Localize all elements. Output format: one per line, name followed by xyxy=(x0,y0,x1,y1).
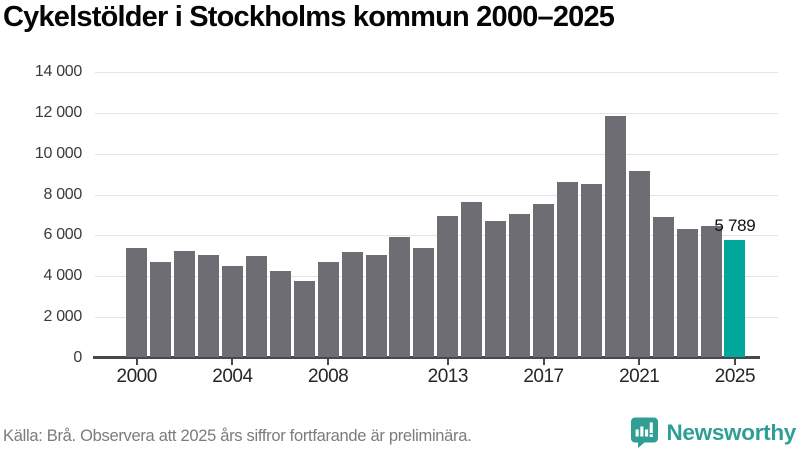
bar-2023 xyxy=(676,229,698,357)
x-axis-line xyxy=(93,356,760,359)
y-axis-tick-label: 10 000 xyxy=(34,144,82,162)
bar-2015 xyxy=(485,221,507,357)
bar-2007 xyxy=(293,281,315,357)
bar-2002 xyxy=(174,250,196,357)
x-axis-tick xyxy=(327,358,330,365)
x-axis-tick-label: 2004 xyxy=(212,366,253,387)
y-axis-tick-label: 14 000 xyxy=(34,63,82,80)
chart-title: Cykelstölder i Stockholms kommun 2000–20… xyxy=(3,1,615,33)
y-axis-tick-label: 8 000 xyxy=(43,185,82,203)
y-axis-tick-label: 6 000 xyxy=(43,226,82,244)
bar-2018 xyxy=(556,182,578,357)
x-axis-tick xyxy=(542,358,545,365)
gridline-4000 xyxy=(95,276,778,278)
source-note: Källa: Brå. Observera att 2025 års siffr… xyxy=(3,427,472,445)
x-axis-tick-label: 2017 xyxy=(523,366,564,387)
x-axis-tick-label: 2013 xyxy=(427,366,469,387)
bar-2025 xyxy=(724,239,746,357)
gridline-2000 xyxy=(95,317,778,319)
x-axis-tick-label: 2025 xyxy=(714,366,756,387)
y-axis-tick-label: 0 xyxy=(73,349,82,366)
gridline-10000 xyxy=(95,153,778,155)
x-axis-tick-label: 2021 xyxy=(619,366,660,387)
bar-2004 xyxy=(221,266,243,357)
gridline-14000 xyxy=(95,72,778,73)
bar-2013 xyxy=(437,216,459,357)
bar-2001 xyxy=(150,261,172,357)
y-axis-tick-label: 12 000 xyxy=(34,103,82,121)
x-axis-tick xyxy=(446,358,449,365)
x-axis-tick-label: 2008 xyxy=(307,366,349,387)
bar-2016 xyxy=(509,213,531,357)
x-axis-tick xyxy=(231,358,234,365)
x-axis-tick-label: 2000 xyxy=(116,366,158,387)
highlight-bar-value-label: 5 789 xyxy=(714,215,756,235)
newsworthy-bubble-chart-icon xyxy=(630,417,659,448)
bar-2021 xyxy=(628,171,650,357)
bar-2022 xyxy=(652,217,674,357)
bar-2024 xyxy=(700,226,722,357)
bar-2011 xyxy=(389,237,411,357)
x-axis-tick xyxy=(135,358,138,365)
bar-2005 xyxy=(245,255,267,357)
bar-2008 xyxy=(317,261,339,357)
x-axis-tick xyxy=(733,358,736,365)
y-axis-tick-label: 4 000 xyxy=(43,267,82,285)
bar-2012 xyxy=(413,247,435,357)
gridline-12000 xyxy=(95,112,778,114)
x-axis-tick xyxy=(638,358,641,365)
newsworthy-logo[interactable]: Newsworthy xyxy=(630,417,796,448)
bar-2006 xyxy=(269,271,291,357)
bar-2017 xyxy=(533,203,554,357)
bar-2014 xyxy=(461,201,483,357)
gridline-6000 xyxy=(95,235,778,237)
bar-2009 xyxy=(341,251,363,357)
y-axis-tick-label: 2 000 xyxy=(43,308,82,326)
bar-2010 xyxy=(365,254,387,357)
bar-2003 xyxy=(197,254,219,357)
bar-2020 xyxy=(604,115,626,357)
gridline-8000 xyxy=(95,194,778,196)
newsworthy-logo-text[interactable]: Newsworthy xyxy=(666,419,796,445)
bar-2000 xyxy=(126,247,148,357)
bar-2019 xyxy=(580,184,602,357)
